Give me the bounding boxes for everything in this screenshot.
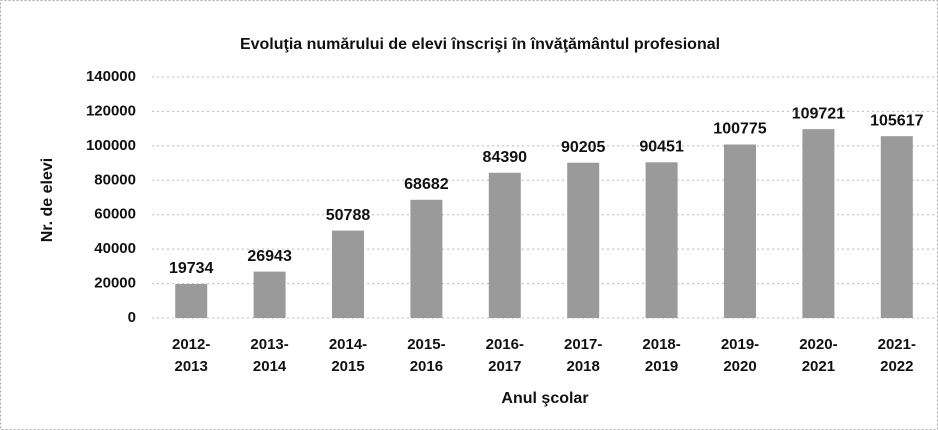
- value-label: 90451: [639, 139, 684, 156]
- value-label: 19734: [169, 260, 214, 277]
- value-label: 68682: [404, 176, 449, 193]
- x-tick-label: 2013-2014: [250, 336, 288, 375]
- x-tick-label: 2015-2016: [407, 336, 445, 375]
- y-tick-label: 0: [128, 309, 136, 326]
- bar: [488, 172, 521, 318]
- y-axis-title: Nr. de elevi: [39, 158, 56, 243]
- value-label: 105617: [870, 112, 923, 129]
- y-tick-label: 80000: [94, 171, 136, 188]
- y-tick-label: 100000: [86, 137, 136, 154]
- bar: [724, 144, 756, 318]
- bar: [253, 271, 286, 318]
- x-axis-title: Anul şcolar: [501, 390, 588, 407]
- y-tick-label: 120000: [86, 102, 136, 119]
- x-tick-label: 2016-2017: [486, 336, 524, 375]
- value-label: 50788: [326, 207, 371, 224]
- bar: [802, 129, 835, 318]
- y-tick-label: 20000: [94, 275, 136, 292]
- x-tick-label: 2020-2021: [799, 336, 837, 375]
- bar: [880, 136, 913, 318]
- value-label: 100775: [713, 121, 766, 138]
- y-tick-label: 140000: [86, 68, 136, 85]
- y-tick-label: 60000: [94, 206, 136, 223]
- x-tick-label: 2019-2020: [721, 336, 759, 375]
- x-tick-label: 2018-2019: [642, 336, 680, 375]
- x-tick-label: 2014-2015: [329, 336, 367, 375]
- x-tick-label: 2012-2013: [172, 336, 210, 375]
- value-label: 90205: [561, 139, 606, 156]
- bar: [175, 284, 208, 318]
- x-tick-label: 2021-2022: [878, 336, 916, 375]
- chart-title: Evoluţia numărului de elevi înscrişi în …: [240, 36, 720, 53]
- bar: [567, 162, 600, 318]
- bar: [645, 162, 678, 318]
- y-tick-label: 40000: [94, 240, 136, 257]
- x-tick-label: 2017-2018: [564, 336, 602, 375]
- value-label: 26943: [247, 248, 292, 265]
- value-label: 109721: [792, 105, 845, 122]
- value-label: 84390: [483, 149, 528, 166]
- bar: [332, 230, 364, 318]
- bar: [410, 199, 443, 318]
